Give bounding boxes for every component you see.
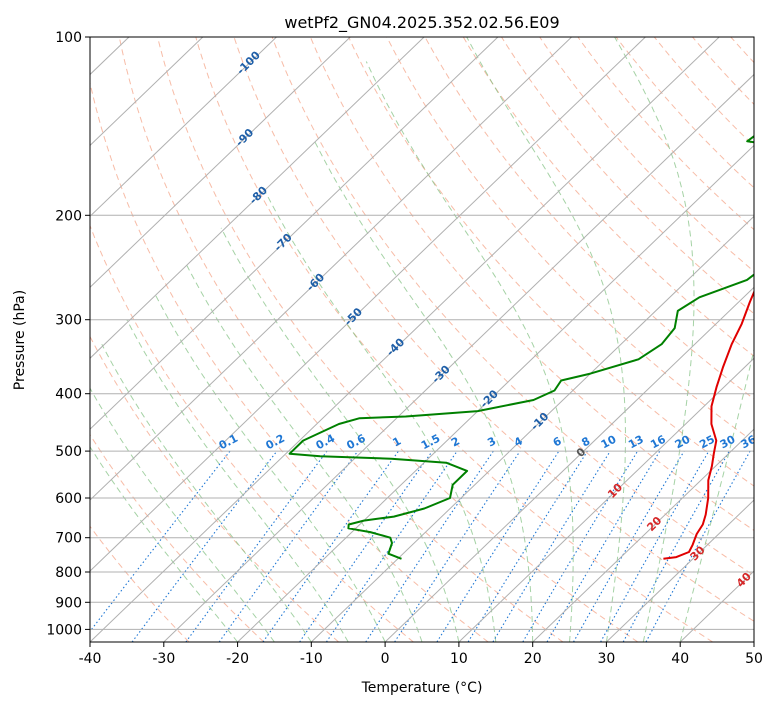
- mixing-ratio-line: [436, 450, 560, 642]
- mixing-ratio-label: 10: [599, 433, 619, 452]
- mixing-ratio-line: [492, 450, 611, 642]
- mixing-ratio-label: 36: [739, 433, 759, 452]
- isotherm-line: [606, 499, 754, 642]
- isotherm-line: [90, 37, 499, 430]
- isotherm-line: [237, 144, 754, 642]
- isotherm-line: [90, 37, 720, 642]
- y-tick-label: 200: [55, 208, 82, 224]
- mixing-ratio-line: [573, 450, 685, 642]
- dry-adiabat: [90, 80, 489, 642]
- y-tick-label: 900: [55, 595, 82, 611]
- isotherm-line: [90, 37, 646, 572]
- moist-adiabat: [614, 37, 695, 642]
- x-tick-label: -10: [300, 651, 323, 667]
- y-tick-label: 1000: [46, 622, 82, 638]
- y-axis-title: Pressure (hPa): [12, 290, 28, 390]
- background-lines: [90, 37, 754, 642]
- mixing-ratio-line: [645, 450, 751, 642]
- mixing-ratio-label: 20: [673, 433, 693, 452]
- mixing-ratio-line: [325, 450, 458, 642]
- dewpoint-profile: [288, 134, 754, 560]
- isotherm-line: [384, 286, 754, 642]
- mixing-ratio-line: [90, 450, 231, 633]
- moist-adiabat: [90, 445, 238, 642]
- isotherm-line: [163, 73, 754, 642]
- mixing-ratio-line: [600, 450, 710, 642]
- isotherm-line: [458, 357, 754, 642]
- y-tick-label: 800: [55, 565, 82, 581]
- mixing-ratio-label: 25: [697, 433, 717, 452]
- dry-adiabat: [195, 37, 713, 642]
- axes: -40 -30 -20 -10 0 10 20 30 40 50 100 200 300 400 500 60…: [46, 30, 763, 667]
- isotherm-line: [90, 37, 572, 501]
- dry-adiabat: [348, 37, 754, 487]
- dry-adiabat: [90, 224, 414, 642]
- mixing-ratio-line: [262, 450, 399, 642]
- mixing-ratio-line: [622, 450, 730, 642]
- dry-adiabat: [424, 37, 754, 400]
- x-tick-label: 10: [450, 651, 468, 667]
- plot-frame: [89, 36, 755, 643]
- moist-adiabat: [679, 347, 754, 642]
- isotherm-line: [90, 37, 204, 147]
- x-tick-label: 20: [524, 651, 542, 667]
- isotherm-line: [532, 428, 754, 642]
- y-tick-label: 100: [55, 30, 82, 46]
- mixing-ratio-line: [218, 450, 359, 642]
- dry-adiabat: [90, 335, 339, 642]
- chart-title: wetPf2_GN04.2025.352.02.56.E09: [284, 13, 559, 33]
- moist-adiabat: [184, 262, 423, 642]
- temperature-profile: [663, 289, 754, 560]
- x-tick-label: 30: [597, 651, 615, 667]
- moist-adiabat: [365, 61, 574, 642]
- dry-adiabat: [615, 37, 754, 189]
- dry-adiabat: [271, 37, 754, 577]
- isotherm-line: [310, 215, 754, 642]
- x-tick-label: 0: [381, 651, 390, 667]
- y-tick-label: 600: [55, 491, 82, 507]
- dry-adiabat: [90, 525, 190, 642]
- dry-adiabat: [233, 37, 754, 622]
- y-tick-label: 300: [55, 313, 82, 329]
- mixing-ratio-label: 13: [626, 433, 646, 452]
- y-tick-label: 500: [55, 444, 82, 460]
- dry-adiabat: [501, 37, 754, 315]
- mixing-ratio-label: 16: [648, 433, 668, 452]
- x-tick-label: -40: [79, 651, 102, 667]
- x-axis-title: Temperature (°C): [361, 680, 483, 696]
- moist-adiabat: [263, 187, 497, 642]
- y-tick-label: 700: [55, 531, 82, 547]
- dry-adiabat: [118, 37, 564, 642]
- x-tick-label: 50: [745, 651, 763, 667]
- mixing-ratio-line: [467, 450, 588, 642]
- dry-adiabat: [577, 37, 754, 231]
- moist-adiabat: [101, 343, 312, 642]
- moist-adiabat: [466, 37, 626, 642]
- moist-adiabat: [220, 227, 460, 642]
- x-tick-label: -30: [152, 651, 175, 667]
- isotherm-line: [90, 37, 277, 218]
- mixing-ratio-line: [522, 450, 639, 642]
- x-tick-label: 40: [671, 651, 689, 667]
- dry-adiabat: [462, 37, 754, 357]
- isotherm-line: [90, 37, 351, 288]
- isotherm-line: [90, 37, 425, 359]
- dry-adiabat: [157, 37, 639, 642]
- profiles: [288, 134, 754, 560]
- moist-adiabat: [90, 387, 275, 642]
- y-tick-label: 400: [55, 387, 82, 403]
- x-tick-label: -20: [226, 651, 249, 667]
- mixing-ratio-label: 30: [718, 433, 738, 452]
- dry-adiabat: [309, 37, 754, 532]
